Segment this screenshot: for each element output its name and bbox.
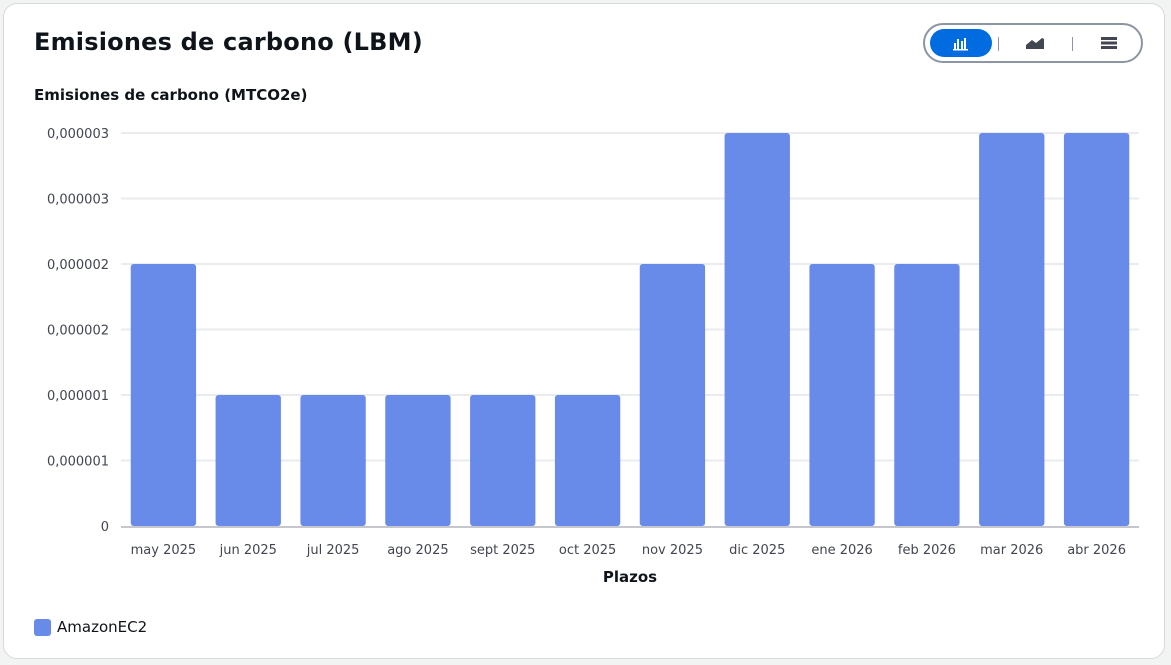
y-tick-label: 0,000002: [47, 324, 109, 339]
bar[interactable]: [300, 395, 366, 526]
x-tick-label: nov 2025: [642, 543, 703, 558]
x-tick-label: mar 2026: [980, 543, 1043, 558]
y-tick-label: 0,000001: [47, 455, 109, 470]
bar[interactable]: [809, 264, 875, 526]
toggle-divider: [1072, 37, 1073, 51]
bar[interactable]: [639, 264, 706, 526]
bar[interactable]: [554, 395, 621, 526]
x-tick-label: sept 2025: [470, 543, 535, 558]
bar-chart-icon: [953, 38, 968, 51]
x-tick-label: dic 2025: [729, 543, 785, 558]
table-view-button[interactable]: [1082, 29, 1136, 57]
bar[interactable]: [470, 395, 536, 526]
y-tick-label: 0,000003: [47, 193, 109, 208]
x-tick-label: feb 2026: [898, 543, 956, 558]
x-axis-title: Plazos: [603, 568, 657, 586]
toggle-divider: [998, 37, 999, 51]
legend-label[interactable]: AmazonEC2: [57, 618, 148, 636]
bar[interactable]: [894, 264, 960, 526]
x-tick-label: jun 2025: [219, 543, 277, 558]
bar[interactable]: [1063, 133, 1130, 526]
bar[interactable]: [724, 133, 790, 526]
x-tick-label: jul 2025: [306, 543, 360, 558]
x-tick-label: ene 2026: [811, 543, 872, 558]
x-tick-label: may 2025: [131, 543, 197, 558]
x-tick-label: oct 2025: [559, 543, 616, 558]
legend: AmazonEC2: [34, 618, 147, 636]
area-chart-icon: [1026, 38, 1044, 49]
view-toggle: [923, 23, 1143, 63]
bar[interactable]: [979, 133, 1045, 526]
legend-swatch: [34, 618, 51, 636]
card-title: Emisiones de carbono (LBM): [34, 28, 423, 56]
y-tick-label: 0,000003: [47, 127, 109, 142]
y-tick-label: 0,000001: [47, 389, 109, 404]
y-tick-label: 0: [101, 520, 109, 535]
bar-chart-view-button[interactable]: [930, 29, 992, 57]
bar[interactable]: [385, 395, 451, 526]
bar[interactable]: [215, 395, 281, 526]
area-chart-view-button[interactable]: [1008, 29, 1062, 57]
x-tick-label: ago 2025: [387, 543, 448, 558]
y-tick-label: 0,000002: [47, 258, 109, 273]
carbon-emissions-card: Emisiones de carbono (LBM): [3, 3, 1165, 659]
x-tick-label: abr 2026: [1067, 543, 1126, 558]
chart-title: Emisiones de carbono (MTCO2e): [34, 86, 308, 104]
bar-chart: 0 0,000001 0,000001 0,000002 0,000002 0,00000…: [47, 127, 1139, 586]
bar[interactable]: [130, 264, 197, 526]
table-icon: [1101, 37, 1117, 49]
